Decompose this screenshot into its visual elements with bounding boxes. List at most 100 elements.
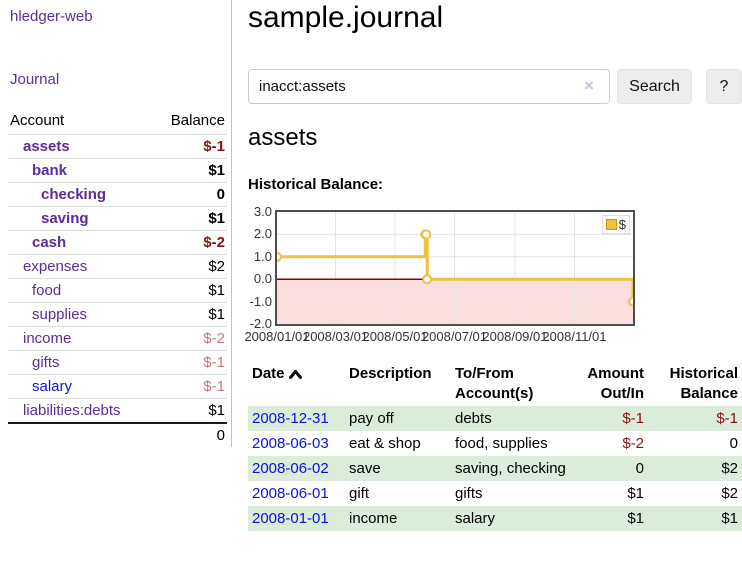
- register-date-link[interactable]: 2008-12-31: [252, 410, 329, 427]
- register-accounts: saving, checking: [455, 460, 566, 477]
- sidebar-item-journal[interactable]: Journal: [10, 71, 60, 88]
- accounts-body: assets $-1 bank $1 checking 0 saving $1 cash $-2 e…: [8, 134, 227, 447]
- help-button[interactable]: ?: [706, 69, 742, 104]
- account-row: assets $-1: [8, 134, 227, 159]
- register-amount: $-2: [622, 435, 644, 452]
- app-brand-link[interactable]: hledger-web: [10, 8, 93, 25]
- account-link[interactable]: saving: [41, 210, 89, 227]
- register-row[interactable]: 2008-12-31 pay off debts $-1 $-1: [248, 406, 742, 431]
- account-balance: 0: [153, 182, 227, 207]
- chart-title: Historical Balance:: [248, 176, 384, 193]
- register-balance: $2: [721, 460, 738, 477]
- account-row: supplies $1: [8, 302, 227, 327]
- register-body: 2008-12-31 pay off debts $-1 $-1 2008-06-03 ea…: [248, 406, 742, 531]
- account-link[interactable]: expenses: [23, 258, 88, 275]
- register-balance: $1: [721, 510, 738, 527]
- accounts-total-row: 0: [8, 422, 227, 447]
- register-header-accounts: To/From Account(s): [455, 365, 534, 402]
- register-header-date[interactable]: Date: [248, 362, 345, 406]
- x-axis-tick-label: 2008/09/01: [482, 329, 548, 344]
- register-description: gift: [349, 485, 370, 502]
- y-axis-tick-label: 0.0: [253, 271, 272, 287]
- x-axis-tick-label: 2008/01/01: [244, 329, 310, 344]
- register-date-link[interactable]: 2008-06-02: [252, 460, 329, 477]
- register-date-link[interactable]: 2008-06-03: [252, 435, 329, 452]
- register-description: pay off: [349, 410, 394, 427]
- register-accounts: salary: [455, 510, 496, 527]
- account-heading: assets: [248, 124, 318, 151]
- sort-ascending-icon: [288, 370, 302, 379]
- register-balance: $-1: [716, 410, 738, 427]
- search-input[interactable]: [248, 69, 610, 104]
- register-header-balance: Historical Balance: [669, 365, 738, 402]
- chart-legend: $: [601, 215, 630, 234]
- register-description: eat & shop: [349, 435, 421, 452]
- account-row: expenses $2: [8, 254, 227, 279]
- account-row: checking 0: [8, 182, 227, 207]
- accounts-header-row: Account Balance: [8, 108, 227, 135]
- register-accounts: gifts: [455, 485, 483, 502]
- account-link[interactable]: bank: [32, 162, 68, 179]
- account-balance: $1: [153, 302, 227, 327]
- account-link[interactable]: assets: [23, 138, 70, 155]
- account-link[interactable]: checking: [41, 186, 107, 203]
- search-form: × Search ?: [248, 69, 742, 105]
- register-row[interactable]: 2008-06-01 gift gifts $1 $2: [248, 481, 742, 506]
- register-date-link[interactable]: 2008-01-01: [252, 510, 329, 527]
- register-description: save: [349, 460, 381, 477]
- register-accounts: debts: [455, 410, 492, 427]
- account-balance: $-1: [153, 350, 227, 375]
- register-header-description: Description: [349, 365, 432, 382]
- account-balance: $1: [153, 278, 227, 303]
- register-row[interactable]: 2008-01-01 income salary $1 $1: [248, 506, 742, 531]
- account-row: gifts $-1: [8, 350, 227, 375]
- clear-search-icon[interactable]: ×: [584, 76, 594, 95]
- account-balance: $-1: [153, 134, 227, 159]
- account-balance: $1: [153, 158, 227, 183]
- register-date-link[interactable]: 2008-06-01: [252, 485, 329, 502]
- account-link[interactable]: income: [23, 330, 72, 347]
- register-description: income: [349, 510, 398, 527]
- search-button[interactable]: Search: [617, 69, 692, 104]
- y-axis-tick-label: 1.0: [253, 248, 272, 264]
- account-balance: $-2: [153, 326, 227, 351]
- account-link[interactable]: cash: [32, 234, 67, 251]
- account-link[interactable]: liabilities:debts: [23, 402, 121, 419]
- register-row[interactable]: 2008-06-02 save saving, checking 0 $2: [248, 456, 742, 481]
- accounts-header-balance: Balance: [170, 112, 225, 129]
- register-accounts: food, supplies: [455, 435, 548, 452]
- register-balance: 0: [729, 435, 738, 452]
- historical-balance-chart: $ 3.0 2.0 1.0 0.0 -1.0 -2.0 2008/01/01 2008/03…: [244, 203, 742, 353]
- account-balance: $2: [153, 254, 227, 279]
- register-header-amount: Amount Out/In: [587, 365, 644, 402]
- sidebar: hledger-web Journal Account Balance asse…: [0, 0, 232, 447]
- register-header-date-label: Date: [252, 365, 285, 382]
- y-axis-tick-label: 3.0: [253, 204, 272, 219]
- account-link[interactable]: supplies: [32, 306, 88, 323]
- account-row: saving $1: [8, 206, 227, 231]
- register-row[interactable]: 2008-06-03 eat & shop food, supplies $-2 0: [248, 431, 742, 456]
- account-row: cash $-2: [8, 230, 227, 255]
- account-link[interactable]: food: [32, 282, 62, 299]
- x-axis-tick-label: 2008/07/01: [421, 329, 488, 344]
- page-title: sample.journal: [248, 1, 444, 34]
- accounts-header-account: Account: [10, 112, 65, 129]
- register-amount: $-1: [622, 410, 644, 427]
- chart-plot: $: [275, 210, 635, 326]
- account-row: bank $1: [8, 158, 227, 183]
- account-link[interactable]: salary: [32, 378, 73, 395]
- account-row: food $1: [8, 278, 227, 303]
- register-header-row: Date Description To/From Account(s) Amou…: [248, 362, 742, 406]
- accounts-total-value: 0: [153, 422, 227, 447]
- account-balance: $1: [153, 206, 227, 231]
- x-axis-tick-label: 2008/11/01: [542, 329, 607, 344]
- register-balance: $2: [721, 485, 738, 502]
- account-balance: $-2: [153, 230, 227, 255]
- y-axis-tick-label: -1.0: [249, 293, 272, 309]
- register-amount: $1: [627, 510, 644, 527]
- accounts-table: Account Balance assets $-1 bank $1 checking 0…: [8, 108, 227, 447]
- account-link[interactable]: gifts: [32, 354, 60, 371]
- account-balance: $1: [153, 398, 227, 423]
- y-axis-tick-label: 2.0: [253, 226, 272, 242]
- account-balance: $-1: [153, 374, 227, 399]
